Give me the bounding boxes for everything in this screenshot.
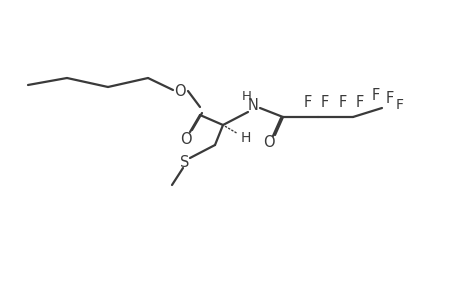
Text: O: O xyxy=(174,83,185,98)
Text: S: S xyxy=(180,154,189,169)
Text: F: F xyxy=(371,88,379,103)
Text: H: H xyxy=(241,131,251,145)
Text: F: F xyxy=(395,98,403,112)
Text: F: F xyxy=(385,91,393,106)
Text: O: O xyxy=(180,131,191,146)
Text: F: F xyxy=(303,94,312,110)
Text: O: O xyxy=(263,134,274,149)
Text: H: H xyxy=(241,89,252,103)
Text: N: N xyxy=(247,98,258,112)
Text: F: F xyxy=(355,94,364,110)
Text: F: F xyxy=(338,94,347,110)
Text: F: F xyxy=(320,94,328,110)
